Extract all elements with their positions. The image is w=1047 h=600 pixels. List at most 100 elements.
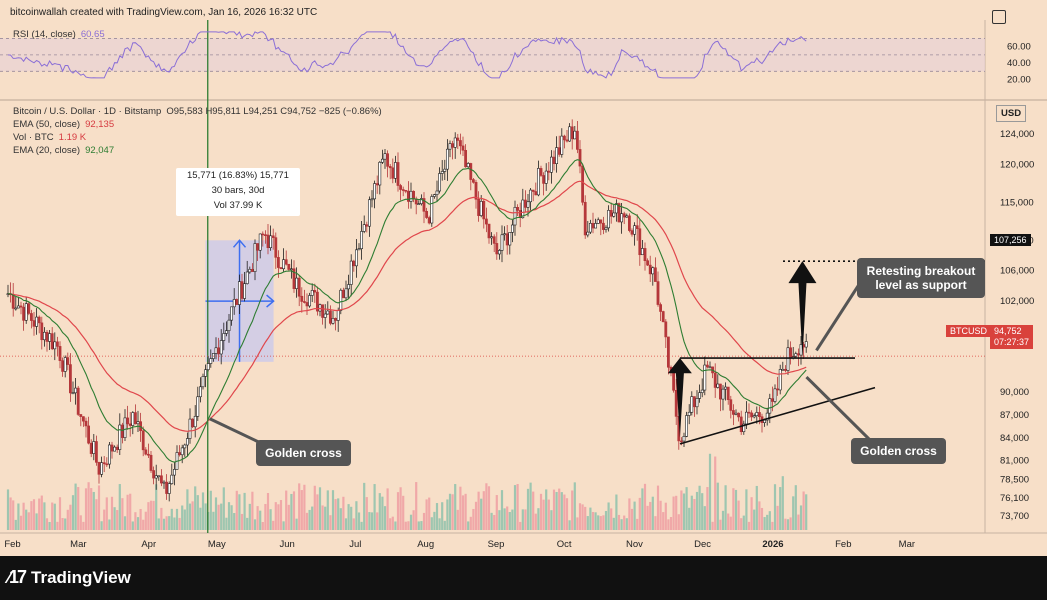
candle-body [622,213,626,218]
candle-body [464,149,468,168]
candle-body [409,190,413,202]
volume-bar [529,482,532,530]
candle-body [53,341,57,350]
candle-body [76,387,80,415]
price-axis-label: 106,000 [1000,266,1034,277]
ema50-line [7,180,807,432]
volume-bar [682,493,686,530]
volume-bar [165,516,168,530]
candle-body [575,130,579,150]
candle-body [479,201,483,216]
volume-bar [287,504,290,530]
volume-bar [443,520,446,530]
volume-bar [805,494,808,530]
candle-body [105,463,109,466]
candle-body [505,233,509,246]
candle-body [604,227,608,230]
candle-body [588,223,592,233]
volume-bar [799,505,803,530]
volume-bar [225,517,228,530]
candle-body [521,199,525,218]
candle-body [523,199,527,208]
candle-body [737,412,741,418]
candle-body [152,470,156,479]
golden-cross-pointer-left [209,417,266,447]
volume-bar [482,491,485,530]
volume-bar [467,521,470,530]
candle-body [656,281,660,305]
volume-bar [724,485,727,530]
candle-body [227,319,231,331]
rsi-axis-label: 60.00 [1007,42,1031,53]
volume-bar [420,521,423,530]
candle-body [542,175,546,184]
volume-bar [274,502,277,530]
candle-body [149,454,153,471]
currency-selector[interactable]: USD [996,105,1027,122]
volume-bar [253,519,257,530]
volume-bar [758,501,761,530]
volume-bar [123,516,127,530]
candle-body [378,161,382,186]
candle-body [339,289,343,311]
candle-body [92,441,96,454]
candle-body [607,210,611,229]
golden-cross-callout-left: Golden cross [256,440,351,466]
candle-body [591,223,595,229]
candle-body [698,392,702,399]
fullscreen-icon[interactable] [992,10,1006,24]
candle-body [219,340,223,355]
price-axis-label: 78,500 [1000,475,1029,486]
volume-bar [477,491,480,530]
volume-bar [472,508,475,530]
volume-bar [19,515,23,530]
volume-bar [355,501,358,530]
volume-bar [316,494,319,530]
candle-body [417,203,421,206]
measure-arrowhead [232,239,247,248]
volume-bar [521,509,524,530]
candle-body [435,190,439,195]
volume-bar [194,486,197,530]
candle-body [716,383,720,388]
volume-bar [454,484,457,530]
candle-body [786,347,790,371]
candle-body [126,417,130,425]
bar-countdown: 07:27:37 [994,337,1030,347]
candle-body [354,249,358,267]
measure-line-3: Vol 37.99 K [213,200,263,211]
volume-bar [370,512,374,530]
volume-bar [311,506,314,530]
volume-bar [721,510,725,530]
candle-body [323,313,327,318]
volume-bar [142,519,145,530]
volume-bar [238,494,241,530]
candle-body [352,260,356,267]
volume-bar [459,486,462,530]
candle-body [440,171,444,174]
volume-value: 1.19 K [58,132,87,143]
candle-body [562,135,566,141]
candle-body [635,225,639,230]
candle-body [503,233,507,236]
candle-body [243,283,247,299]
candle-body [633,225,637,235]
volume-bar [321,505,324,530]
candle-body [752,415,756,418]
volume-bar [571,490,574,530]
candle-body [180,447,184,456]
volume-bar [649,501,652,530]
volume-bar [685,487,688,530]
volume-bar [350,506,353,530]
volume-bar [732,488,735,530]
volume-bar [677,514,680,530]
volume-bar [615,494,618,530]
volume-bar [633,501,636,530]
volume-bar [594,512,597,530]
volume-bar [430,517,433,530]
volume-bar [729,516,732,530]
volume-bar [474,501,478,530]
candle-body [757,412,761,417]
rsi-line [7,31,807,79]
volume-bar [391,516,394,530]
